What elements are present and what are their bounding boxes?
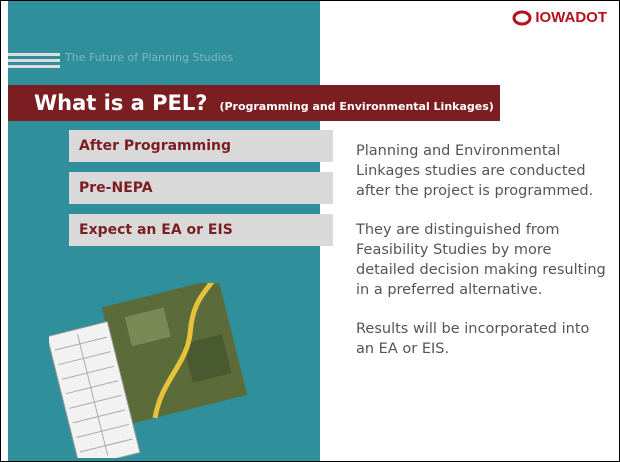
paragraph: They are distinguished from Feasibility …	[356, 220, 611, 300]
logo-text: IOWADOT	[535, 9, 607, 26]
paragraph: Results will be incorporated into an EA …	[356, 319, 611, 359]
item: After Programming	[69, 130, 333, 162]
stripe	[8, 59, 60, 62]
stripe	[8, 65, 60, 68]
body-text: Planning and Environmental Linkages stud…	[356, 141, 611, 378]
paragraph: Planning and Environmental Linkages stud…	[356, 141, 611, 201]
subtitle: The Future of Planning Studies	[65, 51, 233, 64]
logo: IOWADOT	[512, 9, 607, 26]
title: What is a PEL?	[34, 85, 207, 121]
item: Expect an EA or EIS	[69, 214, 333, 246]
logo-icon	[512, 10, 532, 26]
item: Pre-NEPA	[69, 172, 333, 204]
slide: The Future of Planning Studies IOWADOT W…	[0, 0, 620, 462]
title-sub: (Programming and Environmental Linkages)	[219, 100, 493, 113]
title-banner: What is a PEL? (Programming and Environm…	[8, 85, 500, 121]
stripe	[8, 53, 60, 56]
map-image	[49, 283, 249, 458]
